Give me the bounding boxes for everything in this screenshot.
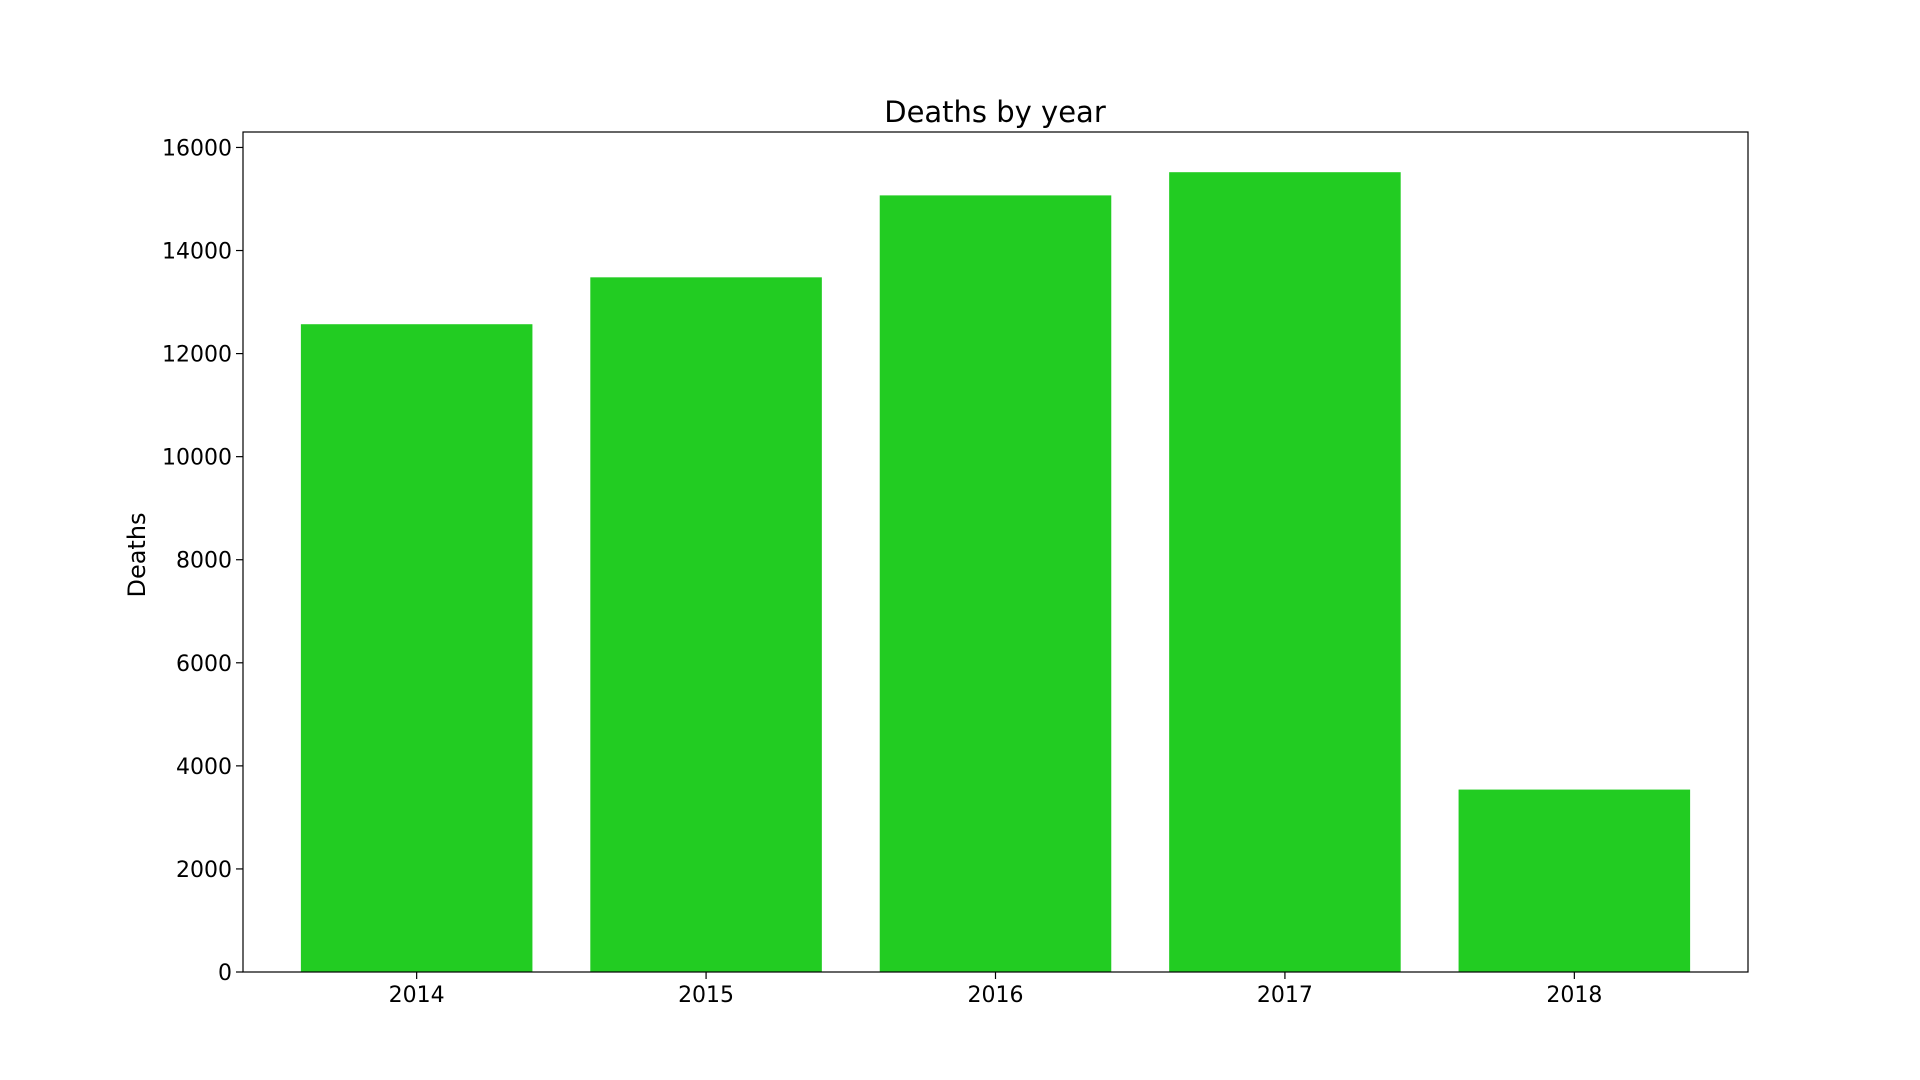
bar-2016 — [879, 195, 1112, 973]
y-tick-label: 10000 — [162, 446, 232, 471]
chart-title: Deaths by year — [884, 95, 1106, 129]
y-ticks-group: 0 2000 4000 6000 8000 10000 12000 14000 16000 — [162, 136, 243, 986]
y-tick-label: 8000 — [176, 549, 232, 574]
x-tick-label: 2018 — [1546, 983, 1602, 1008]
x-tick-label: 2015 — [678, 983, 734, 1008]
y-tick-label: 2000 — [176, 858, 232, 883]
x-ticks-group: 2014 2015 2016 2017 2018 — [389, 972, 1602, 1008]
bar-2017 — [1169, 172, 1401, 973]
y-tick-label: 16000 — [162, 136, 232, 161]
y-tick-label: 0 — [218, 961, 232, 986]
x-tick-label: 2014 — [389, 983, 445, 1008]
x-tick-label: 2017 — [1257, 983, 1313, 1008]
y-tick-label: 6000 — [176, 652, 232, 677]
x-tick-label: 2016 — [968, 983, 1024, 1008]
y-axis-label: Deaths — [123, 512, 151, 597]
y-tick-label: 4000 — [176, 755, 232, 780]
bar-2018 — [1458, 789, 1691, 972]
bar-2015 — [590, 277, 822, 972]
y-tick-label: 12000 — [162, 343, 232, 368]
bar-2014 — [300, 324, 533, 973]
y-tick-label: 14000 — [162, 240, 232, 265]
bars-group — [300, 172, 1691, 973]
plot-frame — [242, 131, 1749, 973]
